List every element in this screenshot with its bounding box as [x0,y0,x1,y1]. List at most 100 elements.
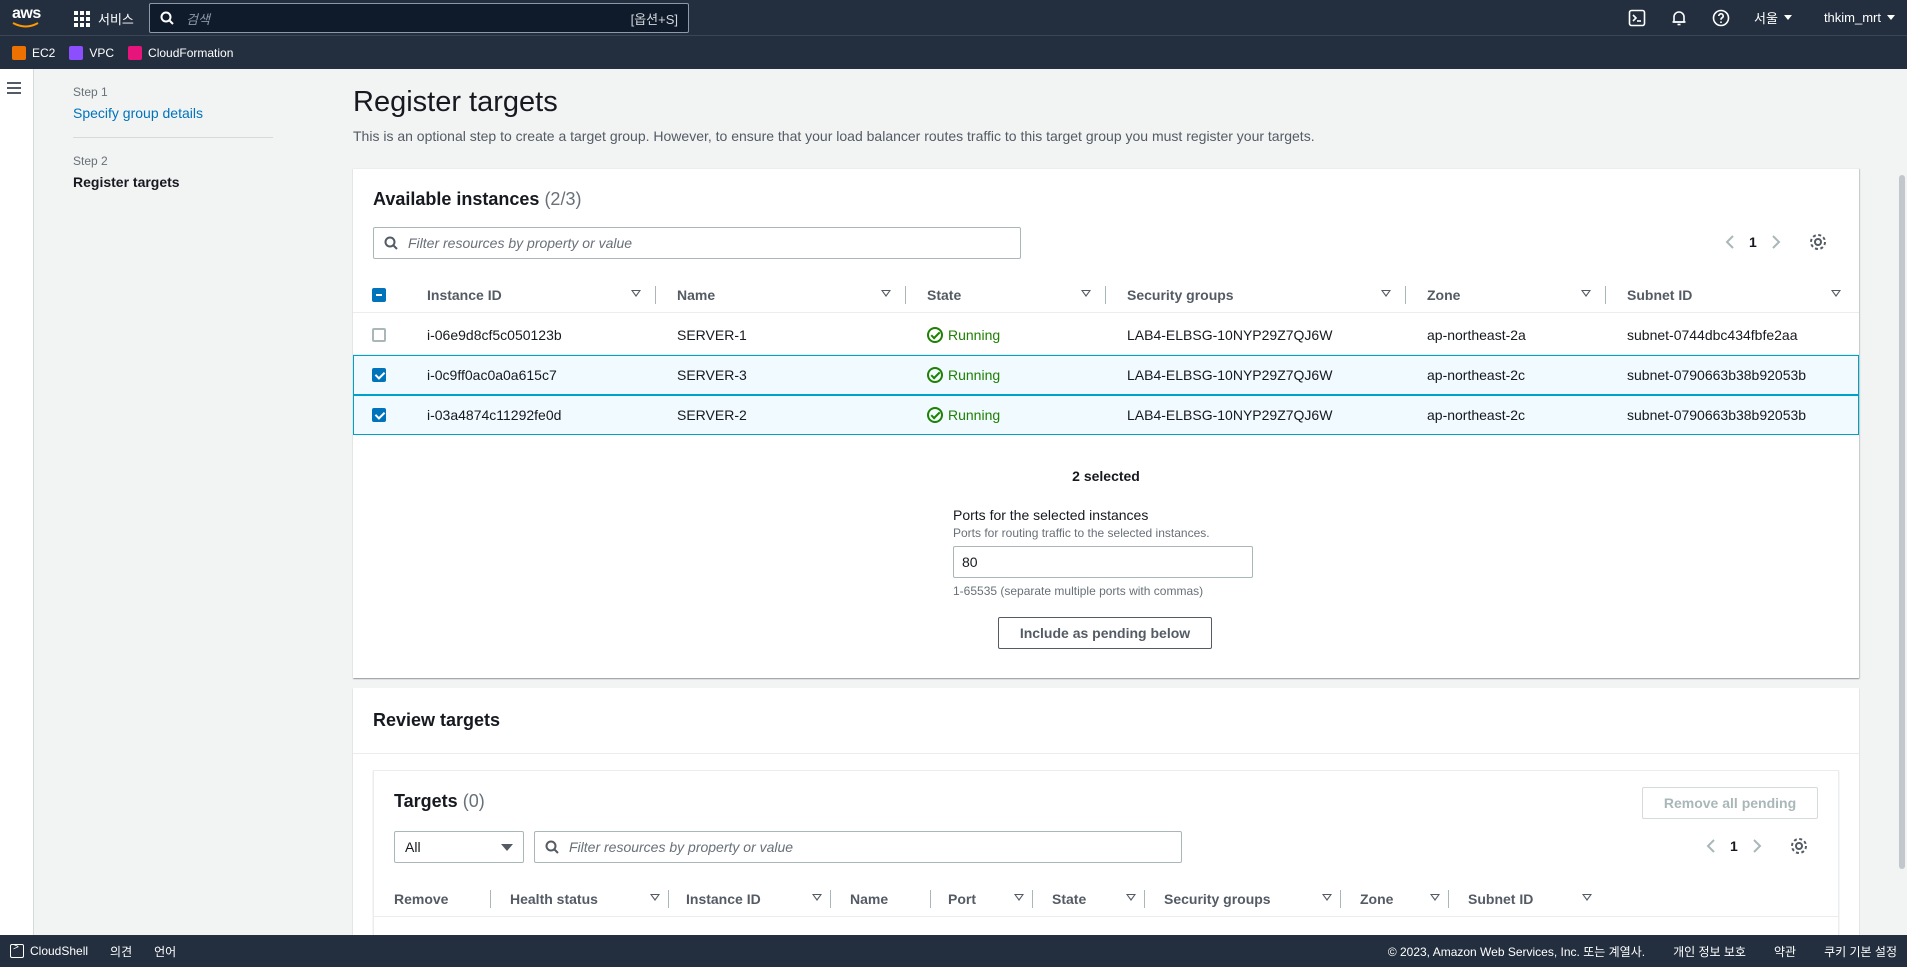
favorite-label: EC2 [32,45,56,60]
services-menu[interactable]: 서비스 [74,9,134,28]
step-divider [73,137,273,138]
status-success-icon [927,367,943,383]
sort-icon[interactable] [881,290,891,297]
favorite-vpc[interactable]: VPC [69,45,114,60]
column-subnet-id[interactable]: Subnet ID [1468,891,1534,907]
include-as-pending-button[interactable]: Include as pending below [998,617,1212,649]
help-icon[interactable] [1712,9,1730,27]
chevron-left-icon[interactable] [1706,838,1716,854]
favorite-cloudformation[interactable]: CloudFormation [128,45,233,60]
row-checkbox[interactable] [372,408,386,422]
row-checkbox[interactable] [372,328,386,342]
cloudshell-link[interactable]: CloudShell [10,942,88,958]
sort-icon[interactable] [1430,894,1440,901]
available-instances-panel: Available instances (2/3) Filter resourc… [353,168,1859,678]
column-zone[interactable]: Zone [1360,891,1394,907]
favorite-ec2[interactable]: EC2 [12,45,56,60]
user-menu[interactable]: thkim_mrt [1824,10,1895,25]
chevron-right-icon[interactable] [1771,234,1781,250]
search-input[interactable]: 검색 [옵션+S] [149,3,689,33]
column-name[interactable]: Name [850,891,889,907]
sort-icon[interactable] [1582,894,1592,901]
grid-icon [74,10,90,27]
sort-icon[interactable] [1322,894,1332,901]
table-row[interactable]: i-03a4874c11292fe0d SERVER-2 Running LAB… [353,395,1859,435]
cookie-preferences-link[interactable]: 쿠키 기본 설정 [1824,944,1897,959]
targets-filter-input[interactable]: Filter resources by property or value [534,831,1182,863]
chevron-left-icon[interactable] [1725,234,1735,250]
column-name[interactable]: Name [677,287,716,303]
column-zone[interactable]: Zone [1427,287,1461,303]
step-specify-group-details-link[interactable]: Specify group details [73,105,203,121]
filter-placeholder: Filter resources by property or value [569,839,794,855]
zone-cell: ap-northeast-2a [1427,327,1526,343]
column-resizer[interactable] [1032,890,1033,908]
aws-logo[interactable]: aws [12,6,44,30]
region-selector[interactable]: 서울 [1754,8,1792,27]
instance-id-cell: i-03a4874c11292fe0d [427,407,562,423]
column-resizer[interactable] [1405,286,1406,304]
row-checkbox[interactable] [372,368,386,382]
sort-icon[interactable] [650,894,660,901]
column-resizer[interactable] [490,890,491,908]
bell-icon[interactable] [1670,9,1688,27]
column-health-status[interactable]: Health status [510,891,598,907]
targets-container: Targets (0) Remove all pending All Filte… [373,770,1839,935]
instances-filter-input[interactable]: Filter resources by property or value [373,227,1021,259]
sort-icon[interactable] [812,894,822,901]
terms-link[interactable]: 약관 [1773,944,1797,959]
menu-icon[interactable] [7,82,21,97]
column-resizer[interactable] [830,890,831,908]
table-row[interactable]: i-06e9d8cf5c050123b SERVER-1 Running LAB… [353,315,1859,355]
column-resizer[interactable] [1448,890,1449,908]
ports-input[interactable]: 80 [953,546,1253,578]
column-resizer[interactable] [1340,890,1341,908]
sort-icon[interactable] [1831,290,1841,297]
chevron-right-icon[interactable] [1752,838,1762,854]
vpc-icon [69,45,84,60]
column-resizer[interactable] [668,890,669,908]
table-row[interactable]: i-0c9ff0ac0a0a615c7 SERVER-3 Running LAB… [353,355,1859,395]
chevron-down-icon [1887,15,1895,20]
column-resizer[interactable] [1605,286,1606,304]
targets-filter-select[interactable]: All [394,831,524,863]
sort-icon[interactable] [1381,290,1391,297]
gear-icon[interactable] [1809,233,1827,251]
column-resizer[interactable] [930,890,931,908]
scrollbar-thumb[interactable] [1899,175,1905,869]
page-number[interactable]: 1 [1730,838,1738,854]
page-scrollbar[interactable] [1897,69,1907,935]
column-state[interactable]: State [1052,891,1087,907]
sort-icon[interactable] [1081,290,1091,297]
sort-icon[interactable] [1014,894,1024,901]
column-resizer[interactable] [905,286,906,304]
column-remove: Remove [394,891,449,907]
column-state[interactable]: State [927,287,962,303]
security-group-cell: LAB4-ELBSG-10NYP29Z7QJ6W [1127,407,1333,423]
column-security-groups[interactable]: Security groups [1127,287,1234,303]
remove-all-pending-button[interactable]: Remove all pending [1642,787,1818,819]
select-all-checkbox[interactable] [372,288,386,302]
ports-description: Ports for routing traffic to the selecte… [953,526,1210,540]
gear-icon[interactable] [1790,837,1808,855]
page-number[interactable]: 1 [1749,234,1757,250]
feedback-link[interactable]: 의견 [110,944,133,959]
sort-icon[interactable] [631,290,641,297]
aws-logo-text: aws [12,5,41,22]
column-resizer[interactable] [1144,890,1145,908]
column-subnet-id[interactable]: Subnet ID [1627,287,1693,303]
column-security-groups[interactable]: Security groups [1164,891,1271,907]
targets-pagination: 1 [1706,837,1808,855]
column-instance-id[interactable]: Instance ID [686,891,761,907]
review-targets-panel: Review targets Targets (0) Remove all pe… [353,688,1859,935]
column-instance-id[interactable]: Instance ID [427,287,502,303]
column-resizer[interactable] [1105,286,1106,304]
privacy-link[interactable]: 개인 정보 보호 [1673,944,1746,959]
column-port[interactable]: Port [948,891,976,907]
column-resizer[interactable] [655,286,656,304]
state-cell: Running [927,396,1000,434]
cloudshell-icon[interactable] [1628,9,1646,27]
sort-icon[interactable] [1126,894,1136,901]
sort-icon[interactable] [1581,290,1591,297]
language-link[interactable]: 언어 [154,944,177,959]
